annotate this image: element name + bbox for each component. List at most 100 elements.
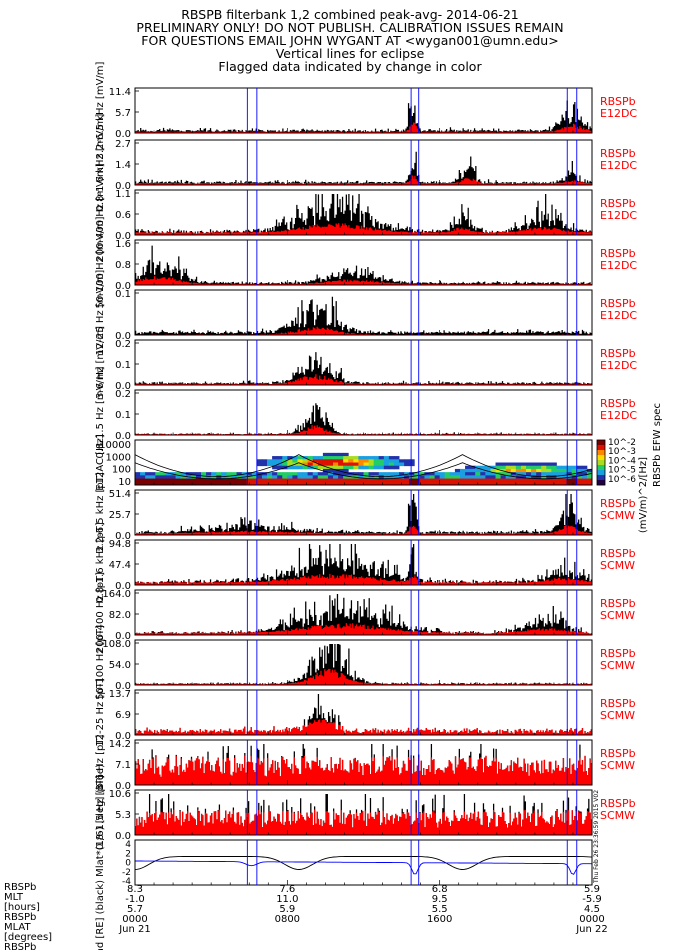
- spectrogram-cell: [434, 475, 441, 479]
- spectrogram-cell: [399, 459, 405, 463]
- spectrogram-cell: [490, 465, 496, 470]
- spectrogram-cell: [363, 472, 369, 476]
- spectrogram-cell: [490, 472, 496, 476]
- spectrogram-cell: [515, 472, 522, 476]
- spectrogram-cell: [495, 475, 501, 479]
- spectrogram-cell: [317, 459, 324, 463]
- spectrogram-cell: [322, 459, 329, 463]
- spectrogram-cell: [485, 468, 491, 473]
- x-tick-label: 0800: [275, 914, 300, 925]
- spectrogram-cell: [525, 481, 532, 486]
- spectrogram-cell: [551, 468, 557, 473]
- spectrogram-cell: [358, 456, 364, 460]
- spectrogram-cell: [546, 481, 552, 486]
- spectrogram-cell: [454, 475, 461, 479]
- y-tick-label: 14.2: [109, 739, 131, 750]
- spectrogram-cell: [388, 459, 395, 463]
- plot-timestamp: Thu Feb 26 23:36:59 2015 V02: [593, 790, 600, 884]
- spectrogram-cell: [505, 468, 512, 473]
- spectrogram-cell: [561, 475, 568, 479]
- spectrogram-cell: [155, 478, 161, 483]
- spectrogram-cell: [531, 475, 537, 479]
- spectrogram-cell: [475, 465, 481, 470]
- spectrogram-cell: [150, 478, 156, 483]
- spectrogram-cell: [520, 472, 527, 476]
- y-tick-label: 1.4: [115, 160, 131, 171]
- panel-2-ylabel: 0.8-1.6 kHz [mV/m]: [95, 113, 106, 211]
- spectrogram-cell: [170, 475, 177, 479]
- panel-tag-probe: RBSPb: [600, 347, 636, 360]
- spectrogram-cell: [525, 478, 532, 483]
- spectrogram-cell: [485, 481, 491, 486]
- spectrogram-cell: [531, 478, 537, 483]
- spectrogram-cell: [353, 459, 359, 463]
- spectrogram-cell: [368, 472, 375, 476]
- colorbar-tick-label: 10^-3: [608, 447, 636, 457]
- panel-15-avg-series: [135, 809, 592, 835]
- colorbar-tick-label: 10^-5: [608, 466, 636, 476]
- spectrogram-cell: [515, 468, 522, 473]
- spectrogram-cell: [221, 475, 227, 479]
- spectrogram-cell: [302, 475, 309, 479]
- spectrogram-cell: [475, 475, 481, 479]
- spectrogram-cell: [393, 478, 400, 483]
- spectrogram-cell: [393, 459, 400, 463]
- spectrogram-cell: [307, 462, 314, 467]
- panel-9-ylabel: 3.2-6.5 kHz [pT]: [95, 472, 106, 553]
- y-tick-label: 0.0: [115, 129, 131, 140]
- spectrogram-cell: [429, 481, 435, 486]
- orbit-radius-line: [134, 856, 593, 870]
- panel-7-avg-series: [135, 425, 592, 435]
- panel-tag-probe: RBSPb: [600, 247, 636, 260]
- spectrogram-cell: [454, 478, 461, 483]
- y-tick-label: 5.7: [115, 108, 131, 119]
- spectrogram-cell: [383, 459, 390, 463]
- y-tick-label: 100: [112, 465, 131, 476]
- spectrogram-cell: [576, 468, 583, 473]
- spectrogram-cell: [256, 459, 263, 463]
- spectrogram-cell: [322, 475, 329, 479]
- spectrogram-cell: [241, 478, 248, 483]
- spectrogram-cell: [348, 462, 354, 467]
- spectrogram-cell: [338, 465, 344, 470]
- spectrogram-cell: [282, 475, 288, 479]
- panel-13-peak-series: [135, 694, 592, 735]
- spectrogram-cell: [287, 465, 293, 470]
- spectrogram-cell: [561, 465, 568, 470]
- spectrogram-cell: [556, 472, 562, 476]
- ephemeris-row-label: MLAT: [4, 922, 31, 933]
- spectrogram-cell: [546, 478, 552, 483]
- y-tick-label: 0.0: [115, 281, 131, 292]
- spectrogram-cell: [378, 462, 385, 467]
- spectrogram-cell: [571, 481, 578, 486]
- spectrogram-cell: [272, 472, 278, 476]
- spectrogram-cell: [338, 462, 344, 467]
- spectrogram-cell: [287, 481, 293, 486]
- spectrogram-cell: [322, 468, 329, 473]
- spectrogram-cell: [231, 481, 237, 486]
- title-line-1: RBSPB filterbank 1,2 combined peak-avg- …: [181, 7, 519, 22]
- y-tick-label: 164.0: [102, 589, 131, 600]
- ephemeris-value: -1.0: [125, 894, 145, 905]
- y-tick-label: 1.1: [115, 189, 131, 200]
- spectrogram-cell: [180, 472, 187, 476]
- spectrogram-cell: [520, 462, 527, 467]
- spectrogram-cell: [292, 472, 298, 476]
- spectrogram-cell: [302, 472, 309, 476]
- spectrogram-cell: [378, 475, 385, 479]
- spectrogram-cell: [327, 456, 334, 460]
- panel-tag-probe: RBSPb: [600, 547, 636, 560]
- spectrogram-cell: [459, 475, 466, 479]
- spectrogram-cell: [282, 462, 288, 467]
- spectrogram-cell: [251, 475, 258, 479]
- spectrogram-cell: [536, 475, 542, 479]
- spectrogram-cell: [546, 475, 552, 479]
- y-tick-label: 10000: [99, 440, 131, 451]
- spectrogram-cell: [373, 475, 380, 479]
- spectrogram-cell: [261, 475, 268, 479]
- spectrogram-cell: [287, 456, 293, 460]
- spectrogram-cell: [236, 481, 243, 486]
- spectrogram-cell: [317, 481, 324, 486]
- spectrogram-cell: [358, 462, 364, 467]
- title-line-3: FOR QUESTIONS EMAIL JOHN WYGANT AT <wyga…: [141, 33, 559, 48]
